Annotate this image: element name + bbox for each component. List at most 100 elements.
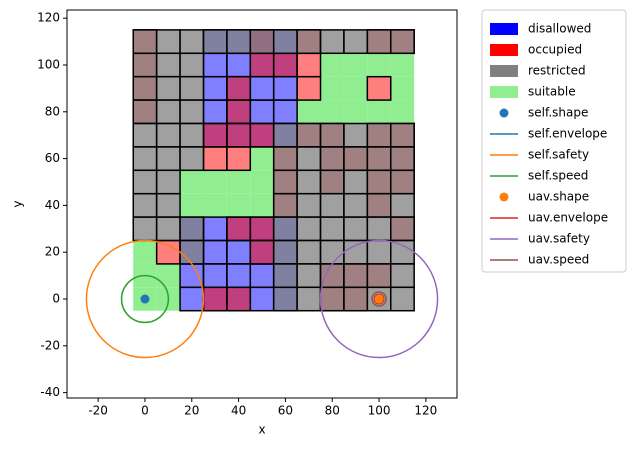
cell: [343, 169, 369, 195]
x-tick-label: 120: [414, 404, 437, 418]
y-tick-label: 0: [52, 292, 60, 306]
cell: [179, 99, 205, 125]
cell: [155, 169, 181, 195]
cell: [155, 239, 181, 265]
cell: [249, 239, 275, 265]
x-tick-label: 20: [184, 404, 199, 418]
x-tick-label: 80: [325, 404, 340, 418]
cell: [155, 216, 181, 242]
cell: [250, 193, 274, 218]
cell: [249, 52, 275, 78]
cell: [296, 146, 322, 172]
cell: [296, 52, 322, 78]
cell: [249, 263, 275, 289]
cell: [179, 263, 205, 289]
cell: [390, 53, 415, 77]
cell: [250, 170, 274, 194]
legend-label: restricted: [528, 64, 586, 78]
cell: [179, 286, 205, 312]
cell: [366, 169, 392, 195]
legend: disallowed occupied restricted suitable self…: [481, 9, 627, 273]
cell: [343, 146, 369, 172]
cell: [296, 75, 322, 101]
cell: [272, 169, 298, 195]
cell: [296, 122, 322, 148]
plot-frame: [66, 9, 458, 399]
cell: [390, 239, 415, 265]
cell: [296, 239, 322, 265]
cell: [226, 263, 252, 289]
circle: [120, 274, 170, 324]
cell: [272, 263, 298, 289]
cell: [132, 169, 158, 195]
cell: [367, 100, 391, 124]
cell: [202, 52, 228, 78]
y-tick-label: 120: [37, 11, 60, 25]
cell: [226, 239, 252, 265]
cell: [202, 75, 228, 101]
cell: [297, 100, 321, 124]
cell: [272, 99, 298, 125]
y-tick-label: 20: [45, 245, 60, 259]
cell: [272, 52, 298, 78]
cell: [156, 263, 181, 288]
cell: [390, 216, 415, 242]
y-tick-label: -20: [40, 338, 60, 352]
point: [140, 294, 150, 304]
legend-label: self.shape: [528, 106, 588, 120]
cell: [155, 29, 181, 55]
y-tick-label: 40: [45, 198, 60, 212]
y-tick-label: 60: [45, 151, 60, 165]
y-axis-label: y: [11, 200, 25, 207]
cell: [367, 53, 391, 77]
cell: [390, 29, 415, 55]
cell: [132, 192, 158, 218]
cell: [226, 122, 252, 148]
x-tick-label: 60: [278, 404, 293, 418]
cell: [272, 75, 298, 101]
cell: [202, 146, 228, 172]
cell: [249, 99, 275, 125]
cell: [132, 146, 158, 172]
cell: [319, 146, 345, 172]
cell: [320, 53, 344, 77]
cell: [343, 76, 368, 101]
cell: [180, 170, 204, 194]
cell: [366, 239, 392, 265]
cell: [179, 239, 205, 265]
cell: [180, 193, 204, 218]
cell: [319, 169, 345, 195]
legend-swatch: [490, 86, 518, 98]
y-tick-label: 100: [37, 57, 60, 71]
cell: [343, 192, 369, 218]
legend-label: uav.speed: [528, 253, 589, 267]
cell: [132, 122, 158, 148]
cell: [133, 240, 157, 264]
cell: [320, 100, 344, 124]
cell: [390, 263, 415, 289]
cell: [202, 239, 228, 265]
cell: [155, 192, 181, 218]
cell: [249, 122, 275, 148]
cell: [296, 263, 322, 289]
cell: [155, 75, 181, 101]
cell: [249, 286, 275, 312]
cell: [226, 216, 252, 242]
cell: [366, 192, 392, 218]
cell: [155, 122, 181, 148]
cell: [296, 192, 322, 218]
cell: [202, 99, 228, 125]
y-tick-label: -40: [40, 385, 60, 399]
circle: [85, 239, 205, 359]
cell: [390, 146, 415, 172]
x-tick-label: -20: [88, 404, 108, 418]
cell: [179, 216, 205, 242]
cell: [272, 286, 298, 312]
cell: [296, 29, 322, 55]
cell: [319, 263, 345, 289]
x-tick-label: 0: [141, 404, 149, 418]
cell: [179, 122, 205, 148]
cell: [132, 75, 158, 101]
cell: [366, 75, 392, 101]
